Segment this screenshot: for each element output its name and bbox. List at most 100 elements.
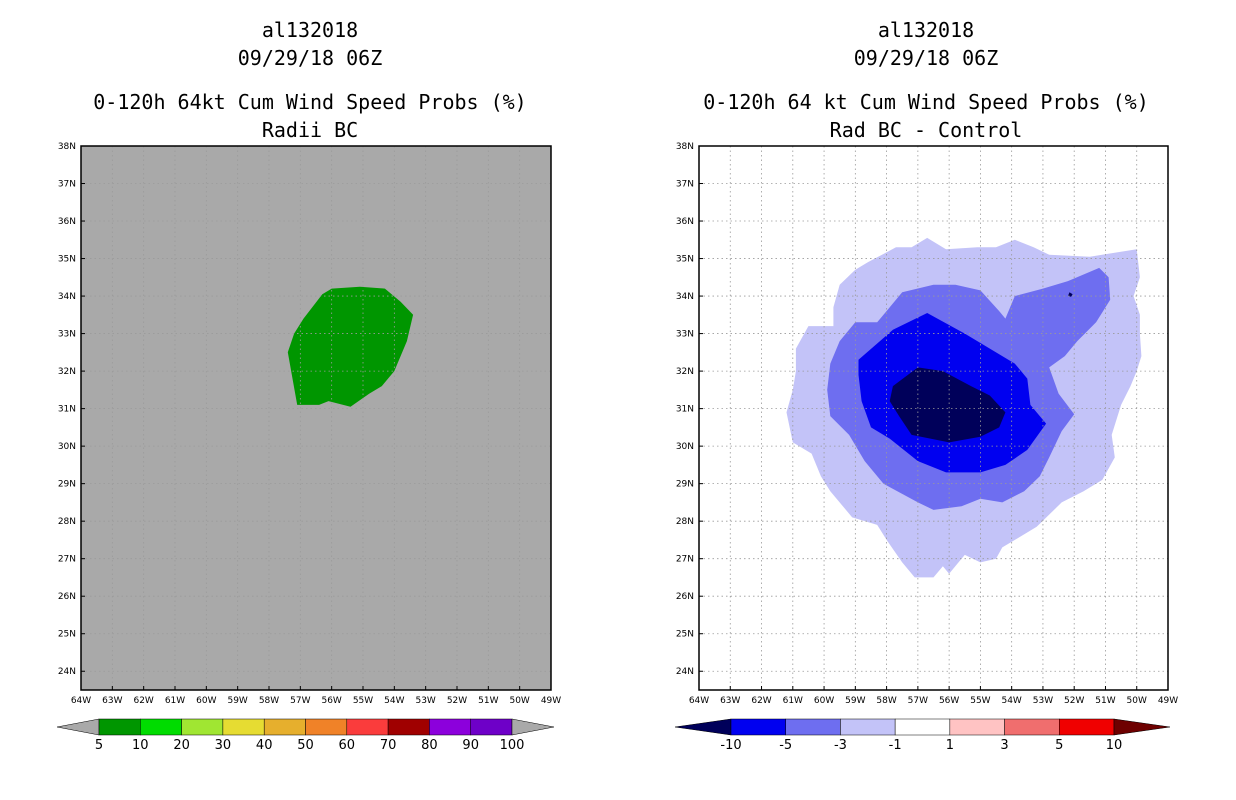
right-colorbar-box-1 [785,718,841,736]
right-colorbar-arrow-high [1113,718,1171,736]
right-datetime: 09/29/18 06Z [853,46,999,70]
left-xtick-label-11: 53W [415,696,435,706]
left-colorbar-label-10: 100 [500,738,525,753]
right-xtick-label-6: 58W [876,696,896,706]
right-colorbar-label-1: -5 [779,738,792,753]
right-xtick-label-1: 63W [720,696,740,706]
right-title: 0-120h 64 kt Cum Wind Speed Probs (%) [703,90,1149,114]
right-subtitle: Rad BC - Control [829,118,1023,142]
right-ytick-label-7: 31N [676,405,694,415]
left-xtick-label-1: 63W [102,696,122,706]
left-colorbar-box-3 [222,718,265,736]
left-colorbar-arrow-low [56,718,100,736]
left-xtick-label-2: 62W [133,696,153,706]
left-chart: 64W 63W 62W 61W 60W 59W 58W 57W 56W 55W 54W 53W 52W 5… [56,142,561,753]
left-colorbar-label-4: 40 [256,738,273,753]
left-xtick-label-10: 54W [384,696,404,706]
right-xtick-label-10: 54W [1001,696,1021,706]
right-ytick-label-11: 35N [676,255,694,265]
left-plot-frame [80,145,552,691]
left-ytick-label-1: 25N [58,630,76,640]
right-colorbar-label-4: 1 [946,738,954,753]
left-colorbar-label-1: 10 [132,738,149,753]
left-ytick-label-9: 33N [58,330,76,340]
right-ytick-label-12: 36N [676,217,694,227]
left-ytick-label-2: 26N [58,592,76,602]
left-colorbar-label-2: 20 [173,738,190,753]
left-xtick-label-6: 58W [259,696,279,706]
right-ytick-label-2: 26N [676,592,694,602]
left-colorbar-box-1 [140,718,182,736]
right-xtick-label-2: 62W [751,696,771,706]
left-colorbar-box-2 [181,718,224,736]
left-ytick-label-4: 28N [58,517,76,527]
right-xtick-label-12: 52W [1064,696,1084,706]
left-ytick-label-14: 38N [58,142,76,152]
left-ytick-label-6: 30N [58,442,76,452]
left-ytick-label-11: 35N [58,255,76,265]
left-colorbar-label-9: 90 [462,738,479,753]
right-colorbar-label-6: 5 [1055,738,1063,753]
right-colorbar: -10 -5 -3 -1 1 3 5 10 [674,718,1171,753]
right-colorbar-box-0 [730,718,786,736]
right-colorbar-label-7: 10 [1106,738,1123,753]
left-contour-0 [287,286,414,407]
left-xtick-label-14: 50W [509,696,529,706]
right-ytick-label-8: 32N [676,367,694,377]
left-colorbar-box-7 [387,718,430,736]
right-xtick-label-0: 64W [689,696,709,706]
left-colorbar-label-8: 80 [421,738,438,753]
left-ytick-label-8: 32N [58,367,76,377]
right-colorbar-box-2 [840,718,896,736]
right-grid [699,146,1168,690]
left-plot-background [81,146,551,690]
left-xtick-label-9: 55W [353,696,373,706]
left-storm-id: al132018 [261,18,359,42]
right-colorbar-box-5 [1004,718,1060,736]
right-colorbar-box-3 [894,718,951,736]
right-ytick-label-1: 25N [676,630,694,640]
left-ytick-label-10: 34N [58,292,76,302]
left-colorbar-label-7: 70 [380,738,397,753]
right-colorbar-box-4 [949,718,1005,736]
left-colorbar-arrow-high [511,718,555,736]
left-ytick-label-12: 36N [58,217,76,227]
right-xtick-label-14: 50W [1127,696,1147,706]
left-ytick-label-3: 27N [58,555,76,565]
right-ytick-label-0: 24N [676,667,694,677]
left-colorbar-box-0 [98,718,141,736]
right-ytick-label-9: 33N [676,330,694,340]
right-xtick-label-15: 49W [1158,696,1178,706]
left-xtick-label-5: 59W [227,696,247,706]
left-title: 0-120h 64kt Cum Wind Speed Probs (%) [93,90,527,114]
left-ytick-label-13: 37N [58,180,76,190]
right-ytick-label-3: 27N [676,555,694,565]
left-ytick-label-7: 31N [58,405,76,415]
left-xtick-label-12: 52W [447,696,467,706]
left-grid [81,146,551,690]
right-xtick-label-3: 61W [783,696,803,706]
right-colorbar-label-5: 3 [1000,738,1008,753]
right-xtick-label-8: 56W [939,696,959,706]
left-colorbar-box-8 [429,718,471,736]
right-ytick-label-5: 29N [676,480,694,490]
left-subtitle: Radii BC [261,118,359,142]
left-colorbar-label-5: 50 [297,738,314,753]
left-colorbar-box-4 [263,718,306,736]
left-colorbar-label-6: 60 [339,738,356,753]
right-xtick-label-13: 51W [1095,696,1115,706]
right-colorbar-label-3: -1 [889,738,902,753]
right-xtick-label-5: 59W [845,696,865,706]
right-ytick-label-10: 34N [676,292,694,302]
left-xtick-label-8: 56W [321,696,341,706]
left-colorbar-box-9 [470,718,513,736]
left-colorbar-label-3: 30 [215,738,232,753]
right-xtick-label-9: 55W [970,696,990,706]
left-xtick-label-13: 51W [478,696,498,706]
left-xtick-label-15: 49W [541,696,561,706]
left-xtick-label-0: 64W [71,696,91,706]
left-colorbar: 5 10 20 30 40 50 60 70 80 90 100 [56,718,555,753]
right-xtick-label-11: 53W [1033,696,1053,706]
right-colorbar-box-6 [1059,718,1115,736]
